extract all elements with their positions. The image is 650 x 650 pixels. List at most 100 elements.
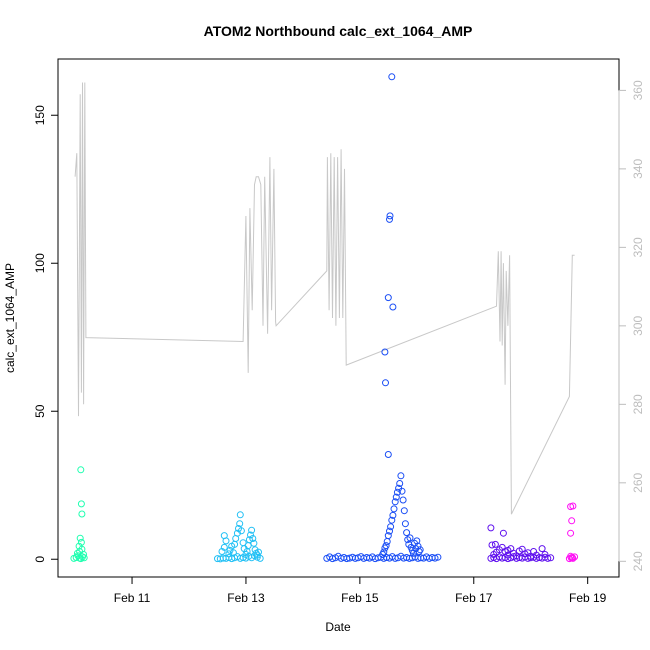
data-point bbox=[547, 554, 555, 562]
data-point bbox=[248, 526, 256, 534]
data-point bbox=[77, 538, 85, 546]
data-point bbox=[245, 536, 253, 544]
data-point bbox=[225, 550, 233, 558]
data-point bbox=[255, 548, 262, 556]
data-point bbox=[77, 466, 85, 474]
data-point bbox=[391, 498, 399, 506]
data-point bbox=[389, 511, 397, 519]
data-point bbox=[413, 537, 421, 545]
data-points bbox=[70, 73, 579, 563]
data-point bbox=[392, 493, 400, 501]
data-point bbox=[384, 451, 392, 458]
data-point bbox=[382, 542, 390, 550]
data-point bbox=[249, 535, 257, 542]
data-point bbox=[383, 538, 391, 545]
data-point bbox=[568, 554, 576, 561]
data-point bbox=[244, 542, 252, 550]
x-tick-label: Feb 15 bbox=[341, 591, 379, 605]
x-tick-label: Feb 13 bbox=[227, 591, 265, 605]
y-tick-label: 150 bbox=[33, 105, 47, 125]
x-axis-label: Date bbox=[325, 620, 351, 634]
data-point bbox=[415, 548, 423, 555]
secondary-y-tick-label: 240 bbox=[631, 551, 645, 571]
y-axis: 0 50 100 150 bbox=[33, 105, 59, 563]
data-point bbox=[220, 543, 228, 551]
data-point bbox=[567, 552, 575, 560]
data-point bbox=[538, 545, 546, 553]
data-point bbox=[386, 527, 393, 535]
data-point bbox=[237, 527, 245, 535]
data-point bbox=[397, 472, 405, 480]
x-tick-label: Feb 19 bbox=[569, 591, 607, 605]
y-tick-label: 50 bbox=[33, 404, 47, 418]
data-point bbox=[434, 553, 442, 561]
data-point bbox=[80, 551, 88, 558]
data-point bbox=[250, 539, 258, 547]
secondary-y-tick-label: 340 bbox=[631, 159, 645, 179]
data-point bbox=[399, 496, 407, 504]
data-point bbox=[504, 546, 512, 554]
secondary-y-tick-label: 320 bbox=[631, 237, 645, 257]
data-point bbox=[569, 502, 577, 510]
secondary-y-tick-label: 300 bbox=[631, 316, 645, 336]
data-point bbox=[236, 511, 244, 519]
data-point bbox=[499, 529, 507, 537]
data-point bbox=[396, 480, 404, 487]
y-tick-label: 0 bbox=[33, 556, 47, 563]
secondary-series-line bbox=[74, 82, 575, 515]
data-point bbox=[487, 524, 495, 532]
data-point bbox=[567, 529, 575, 537]
data-point bbox=[388, 73, 396, 81]
data-point bbox=[220, 532, 228, 540]
data-point bbox=[403, 529, 411, 537]
data-point bbox=[236, 520, 244, 528]
data-point bbox=[390, 505, 398, 513]
secondary-y-tick-label: 280 bbox=[631, 394, 645, 414]
data-point bbox=[398, 487, 406, 495]
data-point bbox=[381, 348, 389, 356]
data-point bbox=[414, 542, 422, 550]
data-point bbox=[386, 212, 394, 220]
data-point bbox=[568, 517, 576, 525]
secondary-y-tick-label: 260 bbox=[631, 472, 645, 492]
secondary-y-tick-label: 360 bbox=[631, 80, 645, 100]
data-point bbox=[401, 520, 409, 528]
data-point bbox=[388, 516, 396, 524]
data-point bbox=[532, 551, 540, 559]
data-point bbox=[416, 546, 424, 554]
data-point bbox=[382, 379, 389, 387]
data-point bbox=[384, 532, 392, 540]
data-point bbox=[488, 541, 496, 549]
data-point bbox=[380, 548, 388, 556]
data-point bbox=[541, 551, 549, 558]
y-axis-label: calc_ext_1064_AMP bbox=[3, 263, 17, 373]
data-point bbox=[384, 294, 392, 302]
data-point bbox=[386, 215, 393, 223]
x-axis: Feb 11 Feb 13 Feb 15 Feb 17 Feb 19 bbox=[114, 576, 607, 605]
data-point bbox=[247, 531, 254, 539]
data-point bbox=[218, 548, 226, 555]
data-point bbox=[75, 542, 83, 550]
data-point bbox=[406, 534, 414, 542]
chart-title: ATOM2 Northbound calc_ext_1064_AMP bbox=[204, 23, 473, 39]
y-tick-label: 100 bbox=[33, 253, 47, 273]
secondary-line bbox=[74, 82, 575, 515]
data-point bbox=[78, 510, 86, 518]
data-point bbox=[80, 554, 88, 562]
data-point bbox=[491, 540, 499, 548]
secondary-y-axis: 240 260 280 300 320 340 360 bbox=[618, 80, 645, 571]
data-point bbox=[400, 507, 408, 515]
x-tick-label: Feb 17 bbox=[455, 591, 493, 605]
data-point bbox=[393, 488, 401, 496]
data-point bbox=[389, 303, 397, 311]
data-point bbox=[404, 536, 412, 544]
x-tick-label: Feb 11 bbox=[114, 591, 151, 605]
data-point bbox=[76, 534, 84, 542]
data-point bbox=[77, 500, 85, 508]
data-point bbox=[431, 554, 439, 562]
data-point bbox=[387, 523, 395, 531]
data-point bbox=[329, 555, 336, 563]
data-point bbox=[229, 549, 237, 557]
plot-area-frame bbox=[57, 58, 620, 578]
